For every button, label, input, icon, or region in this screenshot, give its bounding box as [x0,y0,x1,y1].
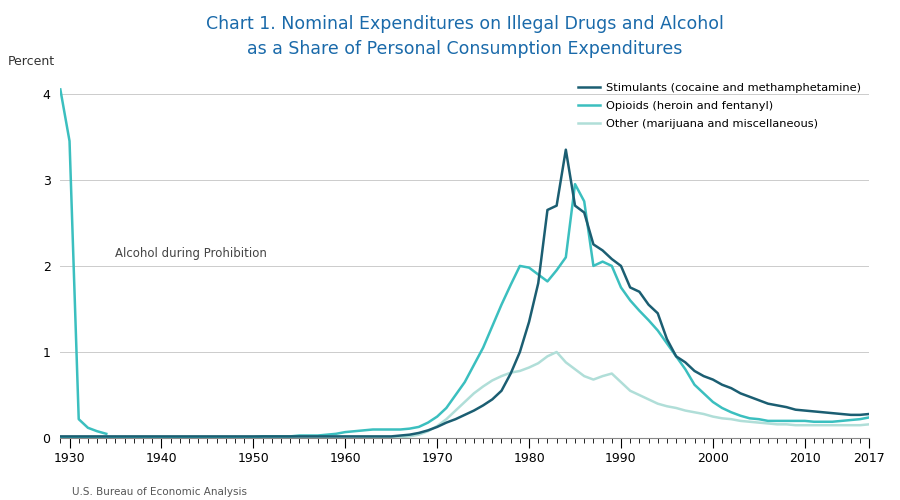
Opioids (heroin and fentanyl) [138,434,148,440]
Text: U.S. Bureau of Economic Analysis: U.S. Bureau of Economic Analysis [72,487,247,497]
Stimulants (cocaine and methamphetamine) [781,404,792,410]
Stimulants (cocaine and methamphetamine) [156,434,166,440]
Stimulants (cocaine and methamphetamine) [138,434,148,440]
Text: Percent: Percent [8,55,55,68]
Text: Alcohol during Prohibition: Alcohol during Prohibition [115,248,267,260]
Other (marijuana and miscellaneous) [864,422,875,428]
Opioids (heroin and fentanyl) [156,434,166,440]
Other (marijuana and miscellaneous) [220,435,231,441]
Other (marijuana and miscellaneous) [55,435,66,441]
Stimulants (cocaine and methamphetamine) [864,411,875,417]
Stimulants (cocaine and methamphetamine) [367,434,378,440]
Stimulants (cocaine and methamphetamine) [561,146,572,152]
Line: Stimulants (cocaine and methamphetamine): Stimulants (cocaine and methamphetamine) [60,150,869,437]
Stimulants (cocaine and methamphetamine) [220,434,231,440]
Other (marijuana and miscellaneous) [469,390,480,396]
Other (marijuana and miscellaneous) [156,435,166,441]
Opioids (heroin and fentanyl) [55,434,66,440]
Opioids (heroin and fentanyl) [570,181,580,187]
Opioids (heroin and fentanyl) [367,426,378,432]
Other (marijuana and miscellaneous) [367,435,378,441]
Legend: Stimulants (cocaine and methamphetamine), Opioids (heroin and fentanyl), Other (: Stimulants (cocaine and methamphetamine)… [573,78,866,134]
Title: Chart 1. Nominal Expenditures on Illegal Drugs and Alcohol
as a Share of Persona: Chart 1. Nominal Expenditures on Illegal… [206,15,724,58]
Opioids (heroin and fentanyl) [469,362,480,368]
Other (marijuana and miscellaneous) [781,422,792,428]
Line: Opioids (heroin and fentanyl): Opioids (heroin and fentanyl) [60,184,869,438]
Other (marijuana and miscellaneous) [138,435,148,441]
Opioids (heroin and fentanyl) [864,414,875,420]
Other (marijuana and miscellaneous) [551,349,562,355]
Opioids (heroin and fentanyl) [781,418,792,424]
Stimulants (cocaine and methamphetamine) [469,408,480,414]
Stimulants (cocaine and methamphetamine) [55,434,66,440]
Line: Other (marijuana and miscellaneous): Other (marijuana and miscellaneous) [60,352,869,438]
Opioids (heroin and fentanyl) [220,434,231,440]
